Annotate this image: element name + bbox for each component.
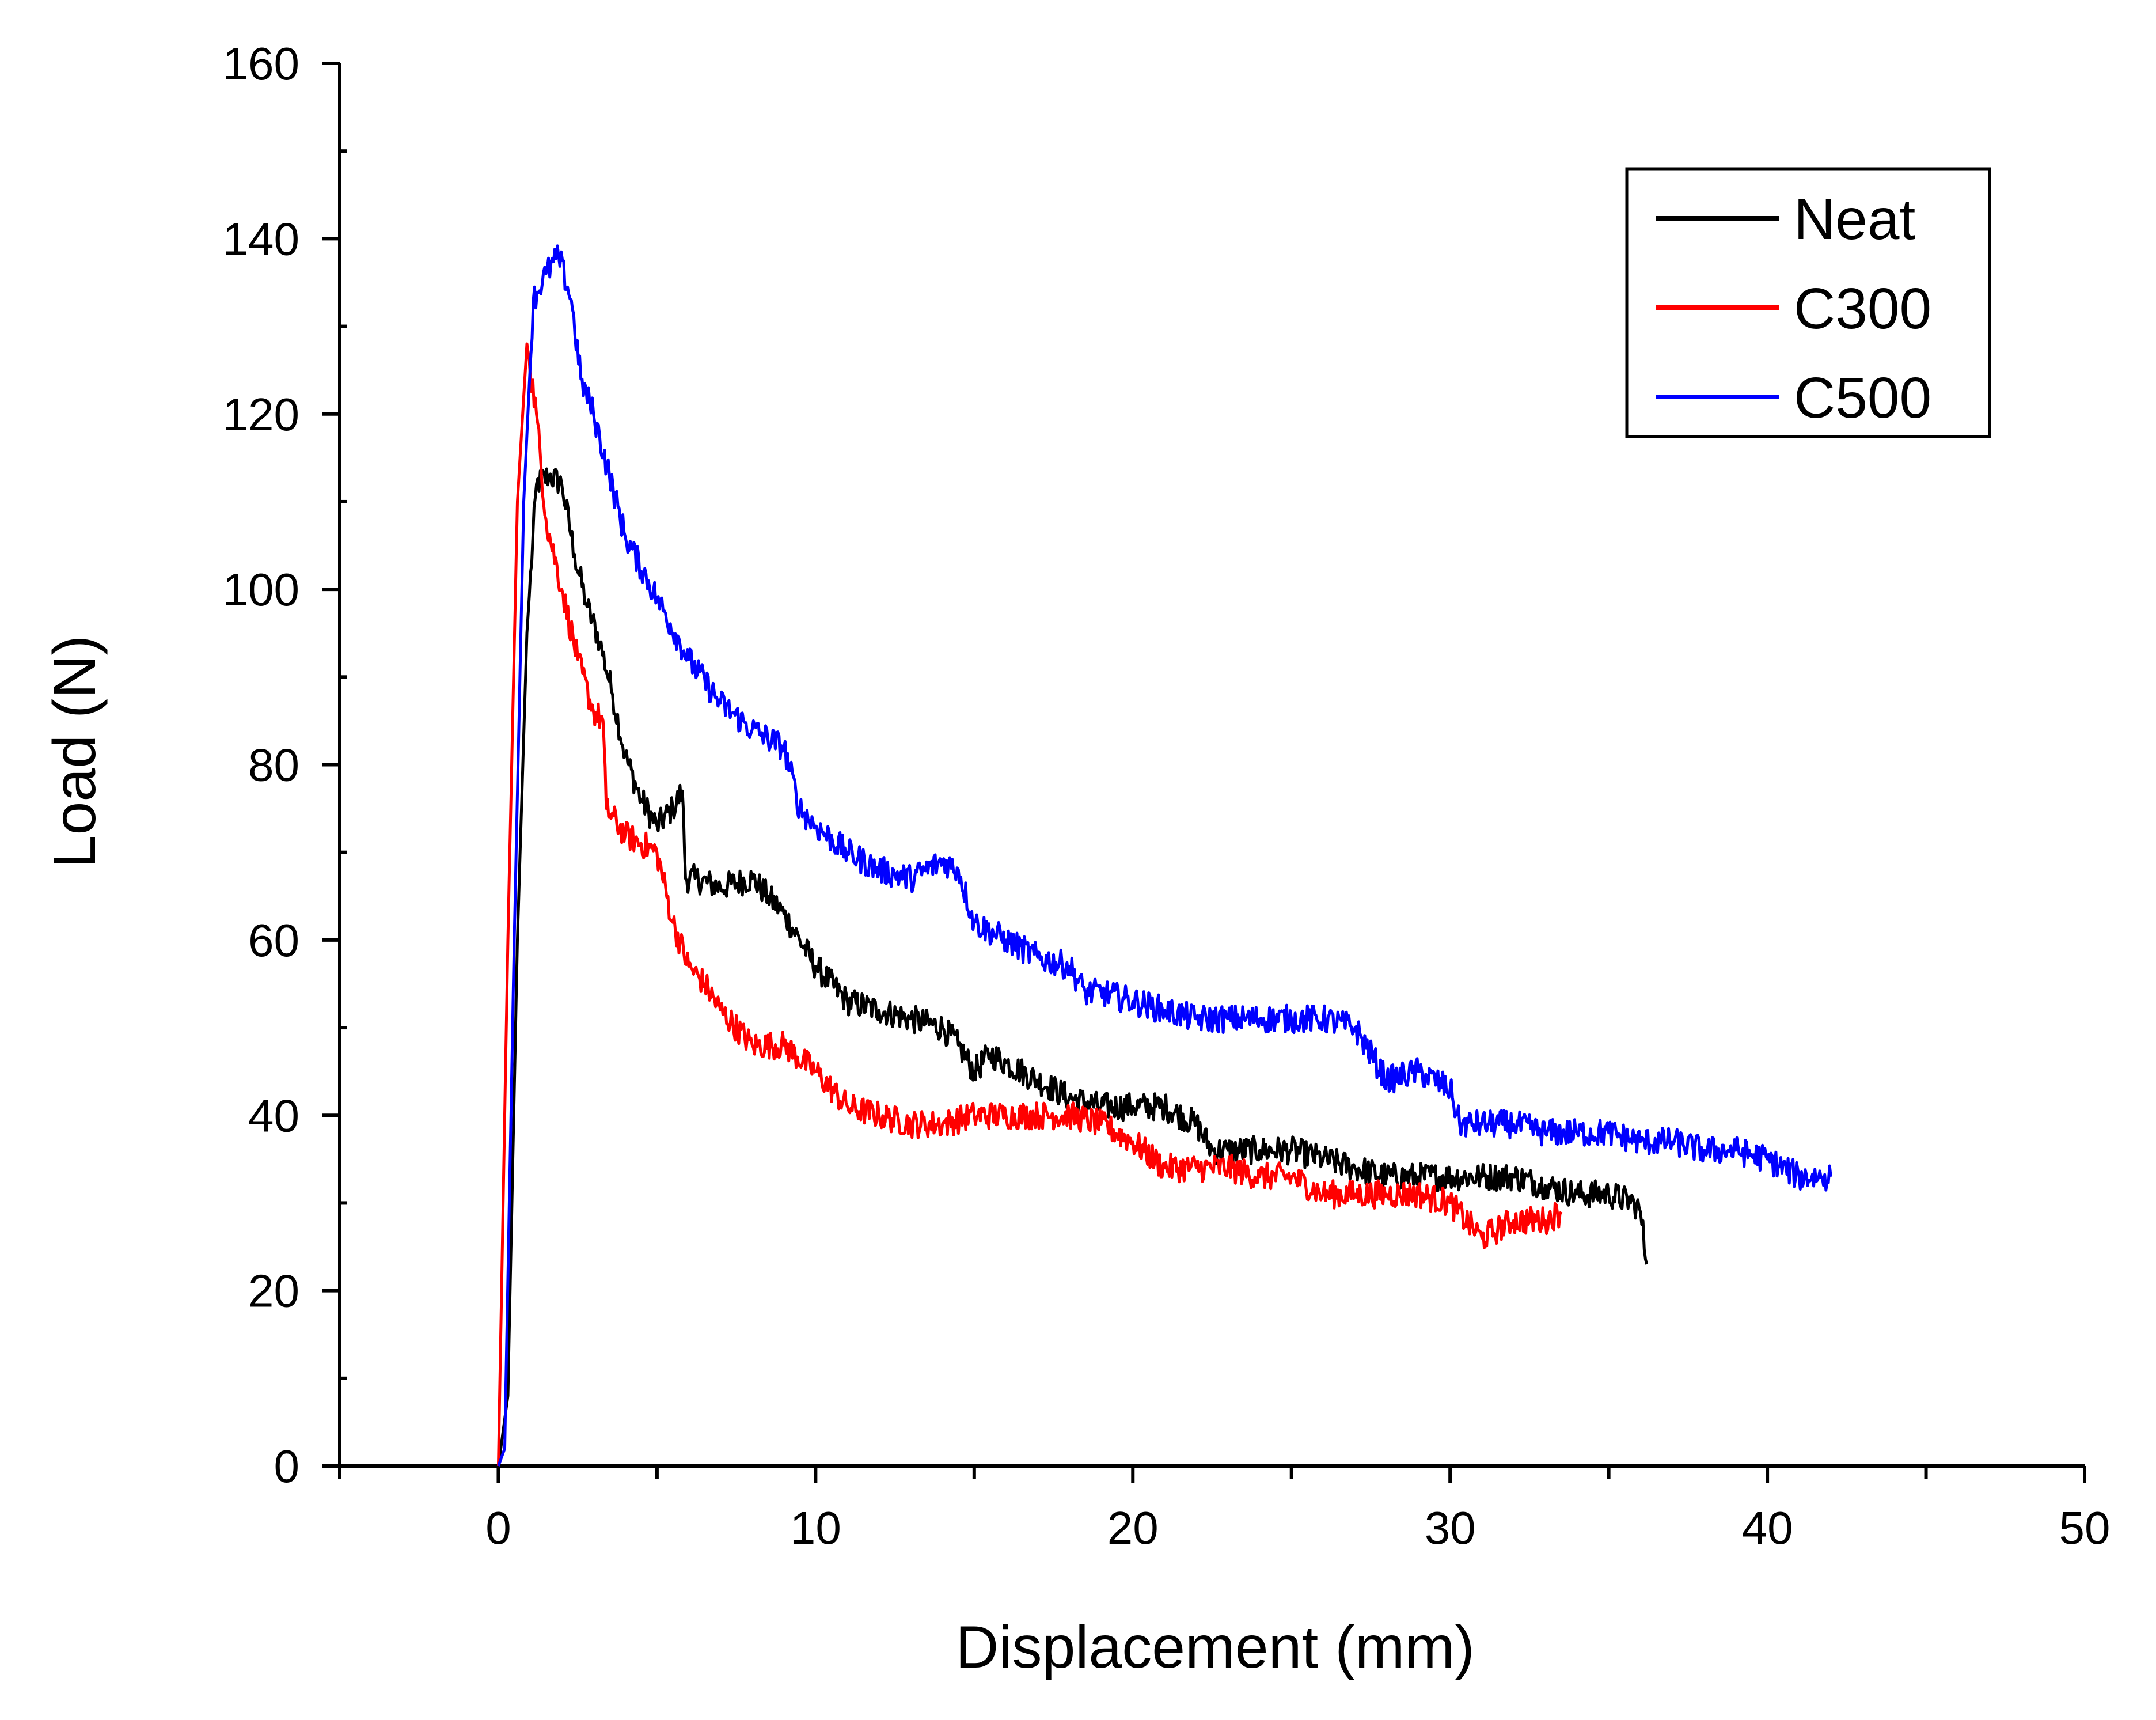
series-lines: [497, 244, 1832, 1467]
legend-label: Neat: [1794, 187, 1915, 252]
legend-label: C300: [1794, 276, 1931, 341]
y-tick-label: 100: [223, 564, 299, 615]
x-tick-label: 40: [1742, 1502, 1793, 1554]
y-tick-label: 80: [248, 740, 299, 791]
legend: Neat C300 C500: [1625, 167, 1991, 438]
legend-label: C500: [1794, 366, 1931, 430]
series-line-c500: [497, 244, 1832, 1467]
x-tick-label: 30: [1425, 1502, 1476, 1554]
x-tick-label: 0: [485, 1502, 511, 1554]
axes: 0 10 20 30 40 50 0 20 40 60 80 100 120 140 160: [223, 38, 2111, 1554]
y-tick-label: 20: [248, 1266, 299, 1317]
y-tick-label: 0: [274, 1441, 300, 1492]
y-tick-label: 60: [248, 915, 299, 966]
y-tick-label: 40: [248, 1090, 299, 1141]
x-axis-label: Displacement (mm): [955, 1614, 1474, 1681]
y-tick-label: 160: [223, 38, 299, 89]
x-tick-label: 20: [1107, 1502, 1159, 1554]
series-line-c300: [497, 342, 1563, 1467]
series-line-neat: [497, 467, 1649, 1467]
y-tick-label: 140: [223, 213, 299, 264]
legend-box: [1625, 167, 1991, 438]
y-tick-label: 120: [223, 389, 299, 440]
y-axis-label: Load (N): [41, 635, 108, 869]
x-tick-label: 50: [2059, 1502, 2111, 1554]
axis-labels: Displacement (mm) Load (N): [41, 635, 1475, 1681]
x-tick-label: 10: [790, 1502, 841, 1554]
